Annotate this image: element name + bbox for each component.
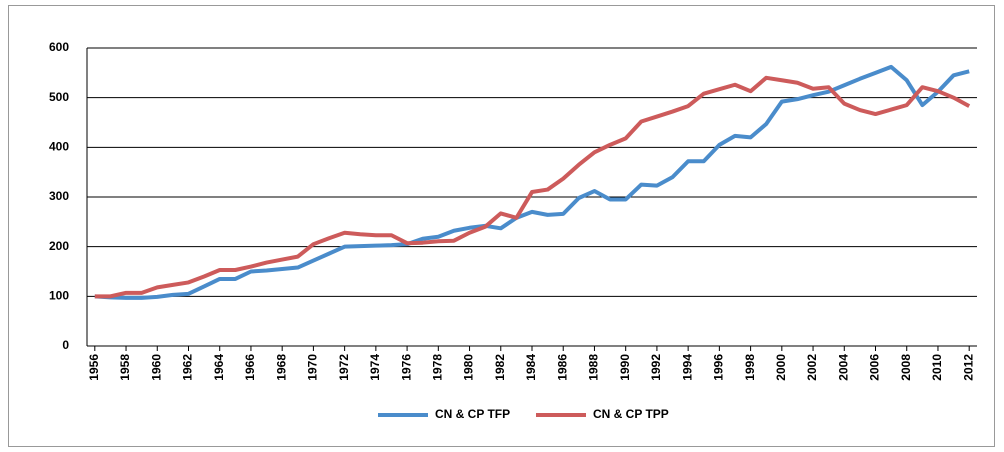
x-tick-label: 2010: [930, 354, 944, 381]
x-tick-label: 1962: [181, 354, 195, 381]
x-tick-label: 2008: [899, 354, 913, 381]
x-tick-label: 1990: [618, 354, 632, 381]
x-tick-label: 1966: [243, 354, 257, 381]
x-tick-label: 2004: [836, 354, 850, 381]
y-tick-label: 200: [49, 239, 69, 253]
x-tick-label: 1958: [118, 354, 132, 381]
x-tick-label: 1988: [587, 354, 601, 381]
x-tick-label: 2002: [805, 354, 819, 381]
x-tick-label: 1974: [368, 354, 382, 381]
data-line: [94, 75, 971, 299]
x-tick-label: 1970: [306, 354, 320, 381]
x-tick-label: 1986: [555, 354, 569, 381]
x-tick-label: 1994: [680, 354, 694, 381]
x-tick-label: 1964: [212, 354, 226, 381]
x-tick-label: 1956: [87, 354, 101, 381]
x-tick-label: 2012: [961, 354, 975, 381]
chart-border: [8, 5, 995, 447]
x-tick-label: 2006: [868, 354, 882, 381]
legend-label: CN & CP TFP: [435, 407, 510, 421]
x-tick-label: 1960: [149, 354, 163, 381]
y-tick-label: 400: [49, 140, 69, 154]
x-tick-label: 1980: [462, 354, 476, 381]
x-tick-label: 2000: [774, 354, 788, 381]
y-tick-label: 100: [49, 289, 69, 303]
x-tick-label: 1996: [712, 354, 726, 381]
x-tick-label: 1992: [649, 354, 663, 381]
data-line: [94, 64, 970, 300]
legend-label: CN & CP TPP: [593, 407, 669, 421]
x-tick-label: 1978: [430, 354, 444, 381]
x-tick-label: 1998: [743, 354, 757, 381]
y-tick-label: 500: [49, 90, 69, 104]
x-tick-label: 1976: [399, 354, 413, 381]
x-tick-label: 1968: [274, 354, 288, 381]
x-tick-label: 1972: [337, 354, 351, 381]
x-tick-label: 1984: [524, 354, 538, 381]
y-tick-label: 600: [49, 40, 69, 54]
y-tick-label: 300: [49, 189, 69, 203]
x-tick-label: 1982: [493, 354, 507, 381]
y-tick-label: 0: [62, 338, 69, 352]
